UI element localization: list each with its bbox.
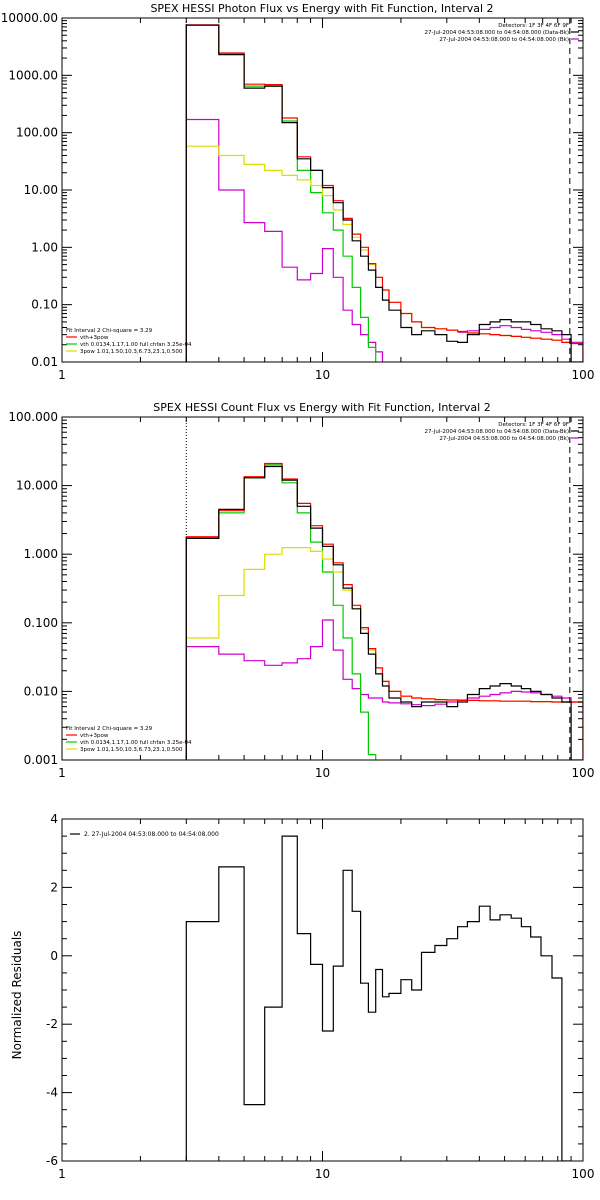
legend-entry: 27-Jul-2004 04:53:08.000 to 04:54:08.000… [425,429,570,435]
series-line [185,24,377,362]
y-tick-label: 0.10 [31,298,58,312]
series-line [185,835,572,1161]
y-tick-label: 10.000 [16,479,58,493]
legend-entry: 3pow 1.01,1.50,10.3,6.73,23.1,0.500 [80,747,183,753]
legend-entry: Fit Interval 2 Chi-square = 3.29 [66,726,153,732]
residuals-chart: Normalized Residuals 1 10 100 -6 -4 -2 0 2 4 2. 2… [10,812,594,1181]
y-tick-label: 4 [50,812,58,826]
legend-entry: 27-Jul-2004 04:53:08.000 to 04:54:08.000… [425,30,570,36]
series-line [185,464,377,760]
legend-entry: 27-Jul-2004 04:53:08.000 to 04:54:08.000… [439,37,569,43]
legend-entry: Fit Interval 2 Chi-square = 3.29 [66,328,153,334]
series-line [185,24,583,362]
y-axis-label: Normalized Residuals [10,931,24,1060]
x-tick-label: 10 [315,368,330,382]
legend-entry: 27-Jul-2004 04:53:08.000 to 04:54:08.000… [439,436,569,442]
y-tick-label: 0.010 [24,684,58,698]
y-tick-label: -2 [46,1017,58,1031]
legend-entry: 3pow 1.01,1.50,10.3,6.73,23.1,0.500 [80,349,183,355]
y-tick-label: 2 [50,880,58,894]
legend-entry: vth+3pow [80,733,109,739]
y-tick-label: 0 [50,949,58,963]
legend-entry: vth 0.0134,1.17,1.00 full chfan 3.25e-04 [80,740,192,746]
y-tick-label: 100.000 [8,410,58,424]
series-line [185,462,583,760]
series-line [185,465,583,760]
x-tick-label: 100 [572,368,595,382]
plot-area [185,24,583,362]
y-tick-label: -4 [46,1086,58,1100]
x-tick-label: 1 [58,766,66,780]
x-tick-label: 1 [58,1167,66,1181]
axes-frame [61,416,584,761]
y-tick-label: 10.00 [24,183,58,197]
y-tick-label: 1.000 [24,547,58,561]
y-tick-label: 0.01 [31,355,58,369]
x-tick-label: 1 [58,368,66,382]
x-tick-label: 10 [315,766,330,780]
photon-flux-chart: SPEX HESSI Photon Flux vs Energy with Fi… [1,2,595,382]
legend-entry: vth+3pow [80,335,109,341]
x-tick-label: 10 [315,1167,330,1181]
y-tick-label: 0.001 [24,753,58,767]
plot-area [185,835,572,1161]
legend-entry: Detectors: 1F 3F 4F 6F 9F [498,23,569,29]
x-tick-label: 100 [572,1167,595,1181]
y-tick-label: 1.00 [31,240,58,254]
x-tick-label: 100 [572,766,595,780]
legend-entry: 2. 27-Jul-2004 04:53:08.000 to 04:54:08.… [84,831,219,838]
chart-title: SPEX HESSI Count Flux vs Energy with Fit… [153,401,490,414]
chart-title: SPEX HESSI Photon Flux vs Energy with Fi… [150,2,493,15]
plot-area [185,462,583,760]
y-tick-label: -6 [46,1154,58,1168]
series-line [185,24,583,362]
y-tick-label: 100.00 [16,126,58,140]
y-tick-label: 1000.00 [8,68,58,82]
series-line [185,619,583,760]
count-flux-chart: SPEX HESSI Count Flux vs Energy with Fit… [8,401,594,780]
series-line [185,118,583,362]
legend-entry: vth 0.0134,1.17,1.00 full chfan 3.25e-04 [80,342,192,348]
legend-entry: Detectors: 1F 3F 4F 6F 9F [498,422,569,428]
y-tick-label: 0.100 [24,616,58,630]
series-line [185,547,583,760]
y-tick-label: 10000.00 [1,11,58,25]
